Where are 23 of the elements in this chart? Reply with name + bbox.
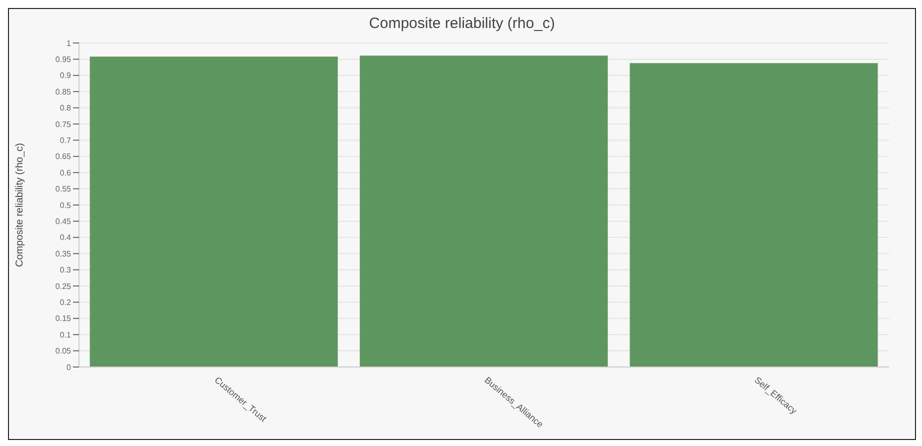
y-tick-label: 0.65 xyxy=(55,152,72,162)
y-axis-title: Composite reliability (rho_c) xyxy=(14,143,26,267)
y-tick-label: 0.05 xyxy=(55,346,72,356)
y-tick-label: 0.4 xyxy=(60,233,72,242)
y-tick-label: 0.1 xyxy=(60,330,72,340)
y-tick-label: 0.75 xyxy=(55,120,72,129)
y-tick-label: 0.8 xyxy=(60,104,72,113)
y-tick-label: 0.5 xyxy=(60,200,72,210)
y-tick-label: 1 xyxy=(66,38,72,48)
y-tick-label: 0.2 xyxy=(60,298,72,308)
y-tick-label: 0.45 xyxy=(55,217,72,226)
y-tick-label: 0.35 xyxy=(55,249,72,258)
chart-title: Composite reliability (rho_c) xyxy=(368,14,556,34)
y-tick-label: 0.15 xyxy=(55,314,72,324)
y-tick-label: 0.95 xyxy=(55,55,72,64)
y-tick-label: 0.7 xyxy=(60,136,72,146)
y-tick-label: 0.6 xyxy=(60,168,72,178)
y-tick-label: 0.55 xyxy=(55,184,72,194)
y-tick-label: 0.9 xyxy=(60,71,72,80)
y-tick-label: 0 xyxy=(66,362,72,372)
y-tick-label: 0.25 xyxy=(55,282,72,291)
y-tick-label: 0.3 xyxy=(60,266,72,275)
y-tick-label: 0.85 xyxy=(55,87,72,96)
